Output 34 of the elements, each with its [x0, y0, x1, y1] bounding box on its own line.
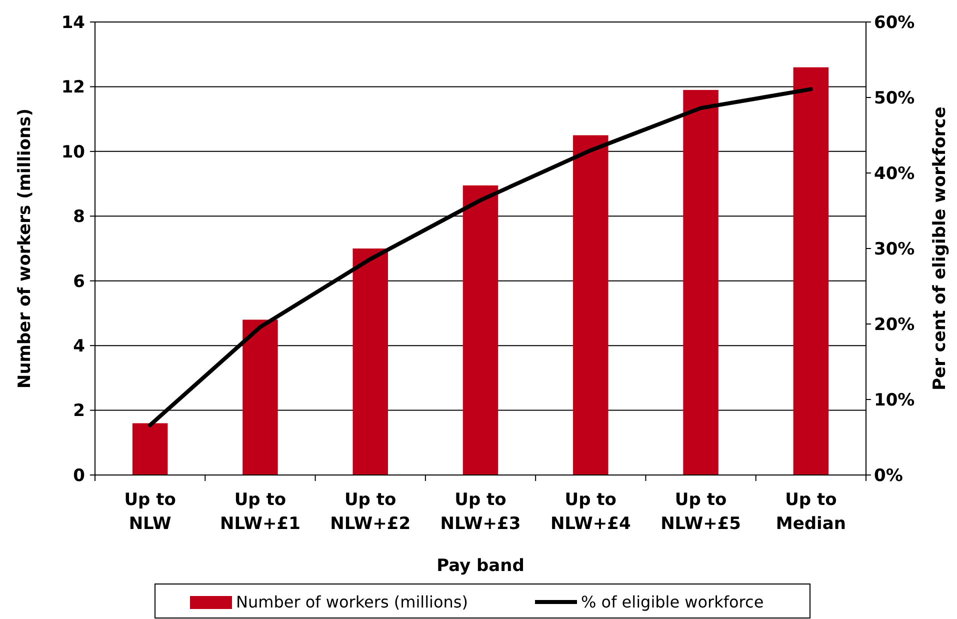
y-tick-label: 8 [73, 207, 85, 228]
y-tick-label: 0 [73, 466, 86, 486]
bar [242, 320, 278, 475]
y2-tick-label: 60% [874, 12, 915, 33]
legend-label: % of eligible workforce [581, 592, 764, 612]
x-tick-label: Up to NLW+£4 [550, 490, 632, 534]
bar [132, 423, 168, 475]
bar [462, 185, 498, 475]
bar [793, 67, 829, 475]
legend-label: Number of workers (millions) [236, 592, 468, 612]
bar [683, 90, 718, 475]
y-tick-label: 2 [73, 401, 85, 422]
x-tick-label: Up to NLW+£3 [440, 490, 521, 534]
y-tick-label: 4 [73, 336, 86, 357]
y-tick-label: 12 [61, 78, 85, 98]
x-tick-label: Up to NLW+£5 [660, 490, 741, 534]
y-axis-title: Number of workers (millions) [15, 108, 35, 389]
bar [352, 248, 388, 475]
y2-tick-label: 50% [874, 88, 915, 108]
x-tick-label: Up to NLW+£2 [330, 490, 411, 534]
y2-tick-label: 40% [874, 164, 915, 184]
x-tick-label: Up to NLW+£1 [220, 490, 300, 534]
y2-tick-label: 20% [874, 314, 915, 335]
y2-tick-label: 10% [874, 390, 915, 410]
y-tick-label: 14 [61, 12, 86, 33]
y2-tick-label: 30% [874, 239, 915, 260]
y2-tick-label: 0% [874, 466, 903, 486]
y-tick-label: 10 [61, 142, 86, 162]
bar [573, 135, 608, 475]
x-axis-title: Pay band [436, 556, 524, 576]
x-tick-label: Up to NLW [124, 490, 176, 534]
y2-axis-title: Per cent of eligible workforce [930, 106, 950, 390]
y-tick-label: 6 [73, 272, 85, 292]
x-tick-label: Up to Median [776, 490, 846, 534]
